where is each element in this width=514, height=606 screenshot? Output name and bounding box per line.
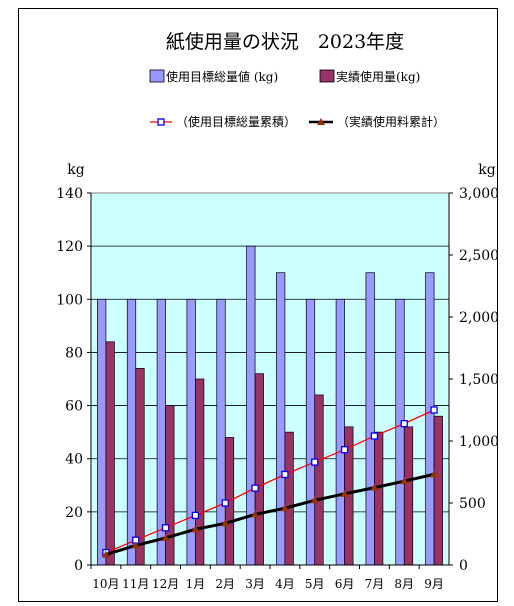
- bar-actual: [284, 431, 294, 566]
- x-axis-tick-label: 9月: [424, 577, 444, 591]
- x-axis-tick-label: 3月: [245, 577, 265, 591]
- legend-label-actual-cumulative: （実績使用料累計）: [337, 114, 445, 129]
- point-actual-cumulative: [161, 533, 170, 541]
- left-axis-tick-label: 140: [56, 186, 83, 202]
- bar-target: [365, 272, 375, 566]
- right-axis-tick-label: 2,000: [459, 310, 499, 326]
- bar-actual: [165, 405, 175, 566]
- left-axis-tick-label: 40: [65, 452, 83, 468]
- point-target-cumulative: [221, 499, 229, 507]
- bar-target: [276, 272, 286, 566]
- legend: 使用目標総量値 (kg) 実績使用量(kg) （使用目標総量累積） （実績使用料…: [149, 69, 445, 129]
- bar-actual: [433, 415, 443, 566]
- x-axis-tick-label: 8月: [394, 577, 414, 591]
- point-target-cumulative: [251, 484, 259, 492]
- legend-marker-target-cumulative: [157, 118, 165, 126]
- bar-target: [186, 298, 196, 566]
- x-axis-tick-label: 5月: [305, 577, 325, 591]
- point-actual-cumulative: [400, 477, 409, 485]
- x-axis-tick-label: 11月: [122, 577, 149, 591]
- point-actual-cumulative: [430, 470, 439, 478]
- right-axis-tick-label: 0: [459, 558, 468, 574]
- x-axis-tick-label: 4月: [275, 577, 295, 591]
- point-actual-cumulative: [101, 550, 110, 558]
- bar-actual: [135, 368, 145, 566]
- point-target-cumulative: [370, 432, 379, 440]
- left-axis-tick-label: 0: [74, 558, 83, 574]
- x-axis-tick-label: 7月: [365, 577, 385, 591]
- point-target-cumulative: [281, 470, 289, 479]
- right-axis-tick-label: 500: [459, 496, 486, 512]
- point-actual-cumulative: [280, 504, 289, 512]
- point-actual-cumulative: [310, 496, 319, 504]
- point-actual-cumulative: [340, 489, 349, 497]
- right-axis-unit: kg: [478, 162, 495, 178]
- bar-actual: [254, 373, 264, 566]
- bar-actual: [374, 431, 384, 566]
- left-axis-tick-label: 60: [65, 399, 83, 415]
- left-axis-tick-label: 120: [56, 239, 83, 255]
- right-axis-tick-label: 1,000: [459, 434, 499, 450]
- right-axis-tick-label: 2,500: [459, 248, 499, 264]
- bar-target: [335, 298, 345, 566]
- left-axis-unit: kg: [67, 162, 84, 178]
- bar-actual: [105, 341, 115, 566]
- point-target-cumulative: [340, 446, 349, 454]
- bar-actual: [314, 394, 324, 566]
- left-axis-tick-label: 80: [65, 345, 83, 361]
- legend-marker-actual-cumulative: [317, 118, 325, 125]
- point-actual-cumulative: [191, 525, 200, 533]
- x-axis-tick-label: 6月: [335, 577, 355, 591]
- point-target-cumulative: [430, 406, 438, 414]
- bar-target: [97, 298, 107, 566]
- point-target-cumulative: [161, 524, 170, 532]
- legend-label-target: 使用目標総量値 (kg): [166, 69, 278, 84]
- line-actual-cumulative: [105, 472, 435, 557]
- bar-actual: [195, 378, 205, 566]
- plot-area: [90, 192, 450, 566]
- point-target-cumulative: [400, 419, 408, 428]
- left-axis-tick-label: 100: [56, 292, 83, 308]
- x-axis-tick-label: 1月: [186, 577, 206, 591]
- point-actual-cumulative: [251, 510, 260, 518]
- bar-actual: [403, 426, 414, 566]
- right-axis-tick-label: 1,500: [459, 372, 499, 388]
- x-axis-tick-label: 2月: [215, 577, 235, 591]
- chart-title: 紙使用量の状況 2023年度: [166, 31, 404, 53]
- line-target-cumulative: [105, 409, 435, 554]
- left-axis-tick-label: 20: [65, 505, 83, 521]
- legend-swatch-target: [149, 69, 165, 83]
- legend-label-target-cumulative: （使用目標総量累積）: [176, 114, 296, 129]
- x-axis-tick-label: 10月: [92, 577, 119, 591]
- legend-label-actual: 実績使用量(kg): [336, 69, 420, 84]
- point-target-cumulative: [311, 458, 319, 466]
- point-target-cumulative: [191, 511, 200, 520]
- bar-target: [126, 298, 137, 566]
- bar-target: [425, 272, 435, 566]
- bar-target: [305, 298, 316, 566]
- right-axis-tick-label: 3,000: [459, 186, 499, 202]
- legend-swatch-actual: [319, 69, 335, 83]
- bar-target: [395, 298, 405, 566]
- point-actual-cumulative: [370, 483, 379, 491]
- point-actual-cumulative: [221, 519, 230, 527]
- point-actual-cumulative: [131, 541, 140, 549]
- x-axis-tick-label: 12月: [152, 577, 179, 591]
